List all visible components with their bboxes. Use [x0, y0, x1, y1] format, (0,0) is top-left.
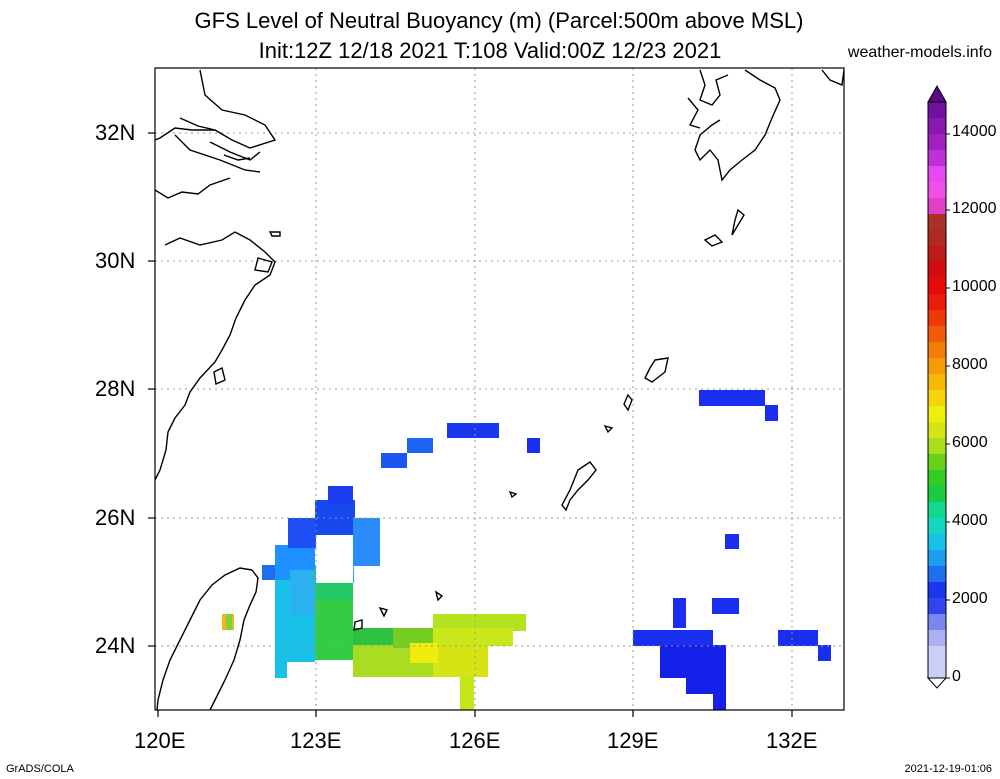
axis-ticks: [148, 132, 793, 717]
field-cell: [410, 643, 438, 663]
field-cell: [275, 662, 287, 678]
lon-label-120e: 120E: [134, 728, 186, 753]
field-cell: [447, 423, 499, 438]
site-credit: weather-models.info: [847, 44, 992, 61]
lon-label-132e: 132E: [766, 728, 818, 753]
colorbar-label: 8000: [952, 356, 988, 373]
field-cell: [433, 645, 488, 677]
field-cell: [290, 570, 315, 615]
field-cell: [433, 614, 526, 631]
field-cell: [433, 628, 513, 646]
footer-credit: GrADS/COLA: [6, 763, 74, 775]
field-cell: [328, 486, 353, 504]
lon-label-129e: 129E: [607, 728, 659, 753]
lat-label-30n: 30N: [95, 248, 136, 273]
colorbar: [926, 84, 950, 689]
field-cell: [407, 438, 433, 453]
field-cell: [765, 405, 778, 421]
field-cell: [818, 645, 831, 661]
field-gap: [316, 535, 353, 583]
field-cell: [527, 438, 540, 453]
field-cell: [353, 628, 393, 646]
field-cell: [778, 630, 818, 646]
lat-label-24n: 24N: [95, 633, 136, 658]
coastlines: [155, 69, 844, 710]
colorbar-label: 10000: [952, 278, 997, 295]
colorbar-label: 6000: [952, 434, 988, 451]
field-cell: [460, 676, 474, 710]
field-cell: [315, 580, 353, 600]
colorbar-label: 2000: [952, 590, 988, 607]
map-title-line1: GFS Level of Neutral Buoyancy (m) (Parce…: [194, 8, 804, 33]
lat-label-28n: 28N: [95, 376, 136, 401]
field-cell: [712, 598, 739, 614]
field-cell: [381, 453, 407, 468]
field-cell: [288, 518, 316, 548]
field-cell: [673, 598, 686, 628]
field-cell: [725, 534, 739, 549]
footer-timestamp: 2021-12-19-01:06: [904, 763, 992, 775]
lon-label-126e: 126E: [449, 728, 501, 753]
field-cell: [713, 690, 726, 710]
field-cell: [660, 645, 726, 678]
buoyancy-field: [222, 390, 831, 710]
field-cell: [686, 676, 726, 694]
colorbar-label: 14000: [952, 123, 997, 140]
field-cell: [633, 630, 713, 646]
colorbar-label: 12000: [952, 200, 997, 217]
field-cell: [699, 390, 765, 406]
field-cell: [353, 518, 380, 566]
graticule: [155, 68, 844, 710]
colorbar-label: 0: [952, 668, 961, 685]
map-title-line2: Init:12Z 12/18 2021 T:108 Valid:00Z 12/2…: [258, 38, 722, 63]
field-cell: [226, 614, 232, 630]
lat-label-26n: 26N: [95, 505, 136, 530]
lat-label-32n: 32N: [95, 120, 136, 145]
lon-label-123e: 123E: [290, 728, 342, 753]
colorbar-label: 4000: [952, 512, 988, 529]
